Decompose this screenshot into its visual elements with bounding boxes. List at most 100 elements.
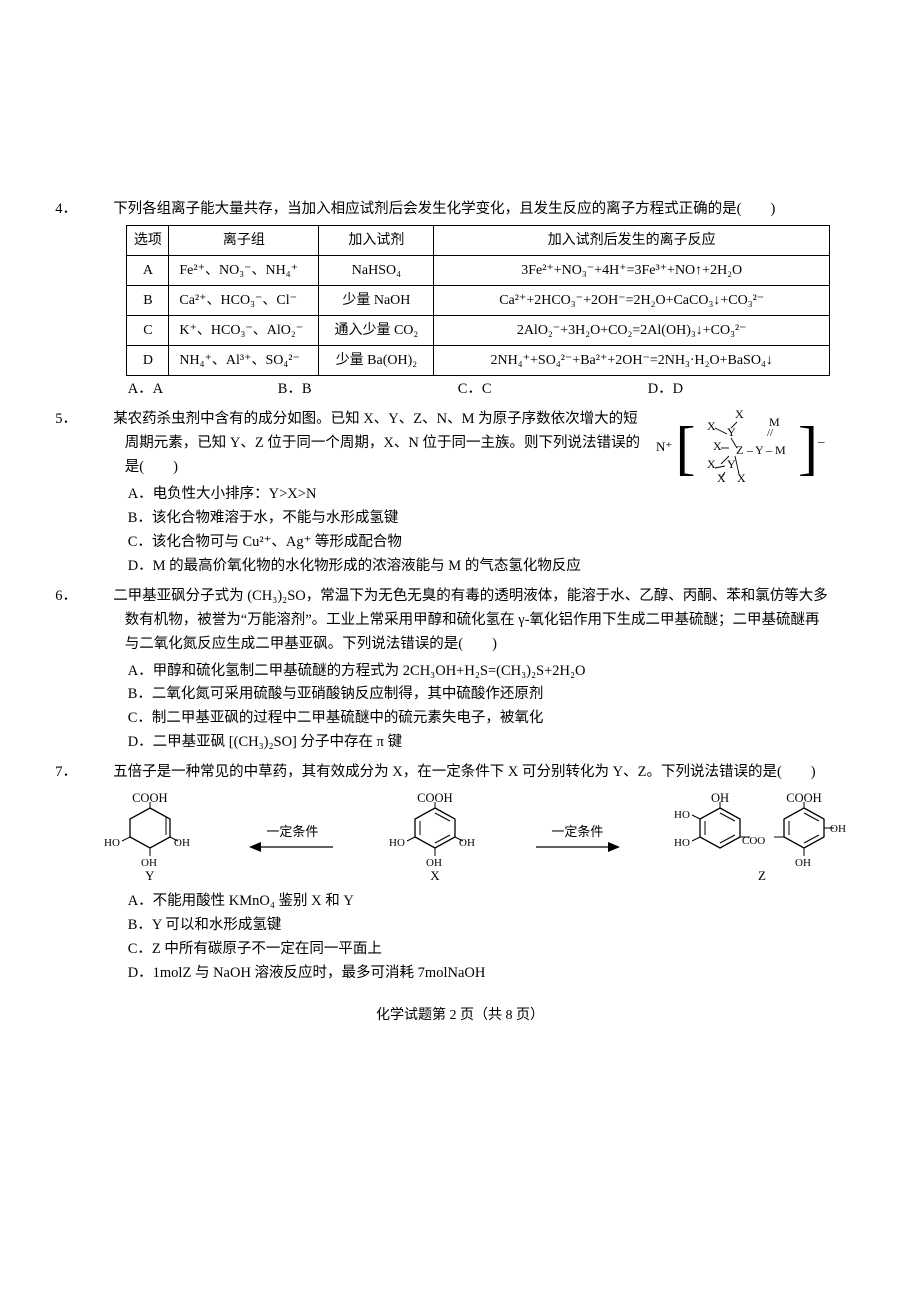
- cell-ions: Ca²⁺、HCO₃⁻、Cl⁻: [169, 286, 319, 316]
- fig-x: X: [713, 439, 722, 453]
- q4-table: 选项 离子组 加入试剂 加入试剂后发生的离子反应 A Fe²⁺、NO₃⁻、NH₄…: [126, 225, 830, 376]
- q4-text: 下列各组离子能大量共存，当加入相应试剂后会发生化学变化，且发生反应的离子方程式正…: [113, 201, 775, 217]
- q6-opt-c: C．制二甲基亚砜的过程中二甲基硫醚中的硫元素失电子，被氧化: [113, 707, 830, 731]
- q4-options: A．A B．B C．C D．D: [90, 378, 830, 402]
- question-4: 4．下列各组离子能大量共存，当加入相应试剂后会发生化学变化，且发生反应的离子方程…: [90, 198, 830, 402]
- table-row: C K⁺、HCO₃⁻、AlO₂⁻ 通入少量 CO₂ 2AlO₂⁻+3H₂O+CO…: [127, 316, 830, 346]
- label-z: Z: [694, 869, 830, 884]
- q7-opt-b: B．Y 可以和水形成氢键: [113, 914, 830, 938]
- q5-text: 某农药杀虫剂中含有的成分如图。已知 X、Y、Z、N、M 为原子序数依次增大的短周…: [113, 411, 640, 475]
- th-reagent: 加入试剂: [319, 225, 434, 255]
- q5-opt-d: D．M 的最高价氧化物的水化物形成的浓溶液能与 M 的气态氢化物反应: [113, 555, 830, 579]
- svg-text://: //: [767, 427, 774, 439]
- opt-b: B．B: [278, 378, 458, 402]
- hexagon-icon: HO OH OH: [411, 806, 459, 850]
- cell-eq: Ca²⁺+2HCO₃⁻+2OH⁻=2H₂O+CaCO₃↓+CO₃²⁻: [434, 286, 830, 316]
- q5-opt-c: C．该化合物可与 Cu²⁺、Ag⁺ 等形成配合物: [113, 531, 830, 555]
- fig-inner: X X Y M // X Z – Y – M X Y X X: [699, 408, 795, 488]
- svg-text:OH: OH: [795, 857, 811, 869]
- svg-text:HO: HO: [104, 837, 120, 849]
- svg-text:COO: COO: [742, 835, 765, 847]
- hexagon-icon: OH OH: [780, 806, 828, 850]
- question-6: 6．二甲基亚砜分子式为 (CH₃)₂SO，常温下为无色无臭的有毒的透明液体，能溶…: [90, 585, 830, 755]
- q4-number: 4．: [90, 198, 113, 222]
- molecule-z: OH HO HO COO: [694, 791, 830, 884]
- bracket-right-icon: ]: [798, 421, 818, 475]
- cell-ions: K⁺、HCO₃⁻、AlO₂⁻: [169, 316, 319, 346]
- hexagon-icon: HO HO COO: [696, 806, 744, 850]
- q6-opt-d: D．二甲基亚砜 [(CH₃)₂SO] 分子中存在 π 键: [113, 731, 830, 755]
- svg-text:OH: OH: [141, 857, 157, 869]
- opt-d: D．D: [648, 378, 768, 402]
- q7-text: 五倍子是一种常见的中草药，其有效成分为 X，在一定条件下 X 可分别转化为 Y、…: [113, 764, 815, 780]
- arrow-left-icon: [249, 840, 335, 854]
- fig-n-plus: N⁺: [656, 439, 672, 454]
- opt-c: C．C: [458, 378, 648, 402]
- cell-reagent: 少量 NaOH: [319, 286, 434, 316]
- svg-text:HO: HO: [389, 837, 405, 849]
- fig-x: X: [707, 419, 716, 433]
- q5-figure: N⁺ [ X X Y M // X Z – Y – M X Y X: [650, 408, 830, 488]
- q7-opt-c: C．Z 中所有碳原子不一定在同一平面上: [113, 938, 830, 962]
- label-y: Y: [124, 869, 176, 884]
- table-row: A Fe²⁺、NO₃⁻、NH₄⁺ NaHSO₄ 3Fe²⁺+NO₃⁻+4H⁺=3…: [127, 256, 830, 286]
- arrow-label: 一定条件: [551, 821, 603, 842]
- svg-text:OH: OH: [830, 823, 846, 835]
- page-footer: 化学试题第 2 页（共 8 页）: [90, 1004, 830, 1027]
- q6-stem: 6．二甲基亚砜分子式为 (CH₃)₂SO，常温下为无色无臭的有毒的透明液体，能溶…: [90, 585, 830, 657]
- svg-text:–: –: [765, 443, 773, 457]
- question-7: 7．五倍子是一种常见的中草药，其有效成分为 X，在一定条件下 X 可分别转化为 …: [90, 761, 830, 986]
- svg-text:HO: HO: [674, 809, 690, 821]
- th-eq: 加入试剂后发生的离子反应: [434, 225, 830, 255]
- question-5: N⁺ [ X X Y M // X Z – Y – M X Y X: [90, 408, 830, 578]
- table-row: B Ca²⁺、HCO₃⁻、Cl⁻ 少量 NaOH Ca²⁺+2HCO₃⁻+2OH…: [127, 286, 830, 316]
- th-opt: 选项: [127, 225, 169, 255]
- arrow-right: 一定条件: [534, 821, 620, 854]
- cell-eq: 2AlO₂⁻+3H₂O+CO₂=2Al(OH)₃↓+CO₃²⁻: [434, 316, 830, 346]
- label-x: X: [409, 869, 461, 884]
- fig-z: Z: [736, 443, 743, 457]
- th-ions: 离子组: [169, 225, 319, 255]
- hexagon-icon: HO OH OH: [126, 806, 174, 850]
- fig-y: Y: [727, 457, 736, 471]
- fig-x: X: [735, 408, 744, 421]
- q7-diagram: COOH HO OH OH Y 一定条件: [90, 791, 830, 884]
- q6-opt-a: A．甲醇和硫化氢制二甲基硫醚的方程式为 2CH₃OH+H₂S=(CH₃)₂S+2…: [113, 660, 830, 684]
- molecule-y: COOH HO OH OH Y: [124, 791, 176, 884]
- q5-opt-b: B．该化合物难溶于水，不能与水形成氢键: [113, 507, 830, 531]
- q7-opt-a: A．不能用酸性 KMnO₄ 鉴别 X 和 Y: [113, 890, 830, 914]
- cell-opt: A: [127, 256, 169, 286]
- cell-ions: NH₄⁺、Al³⁺、SO₄²⁻: [169, 346, 319, 376]
- fig-m: M: [775, 443, 786, 457]
- molecule-svg-icon: X X Y M // X Z – Y – M X Y X X: [699, 408, 795, 484]
- cell-reagent: NaHSO₄: [319, 256, 434, 286]
- cell-opt: B: [127, 286, 169, 316]
- cell-reagent: 少量 Ba(OH)₂: [319, 346, 434, 376]
- cell-reagent: 通入少量 CO₂: [319, 316, 434, 346]
- opt-a: A．A: [128, 378, 278, 402]
- bracket-left-icon: [: [676, 421, 696, 475]
- svg-text:HO: HO: [674, 837, 690, 849]
- q6-number: 6．: [90, 585, 113, 609]
- arrow-left: 一定条件: [249, 821, 335, 854]
- q6-text: 二甲基亚砜分子式为 (CH₃)₂SO，常温下为无色无臭的有毒的透明液体，能溶于水…: [113, 588, 828, 652]
- q5-number: 5．: [90, 408, 113, 432]
- fig-y: Y: [755, 443, 764, 457]
- svg-text:OH: OH: [459, 837, 475, 849]
- cell-eq: 2NH₄⁺+SO₄²⁻+Ba²⁺+2OH⁻=2NH₃·H₂O+BaSO₄↓: [434, 346, 830, 376]
- arrow-right-icon: [534, 840, 620, 854]
- arrow-label: 一定条件: [266, 821, 318, 842]
- table-row: D NH₄⁺、Al³⁺、SO₄²⁻ 少量 Ba(OH)₂ 2NH₄⁺+SO₄²⁻…: [127, 346, 830, 376]
- cell-opt: C: [127, 316, 169, 346]
- fig-x: X: [707, 457, 716, 471]
- molecule-x: COOH HO OH OH X: [409, 791, 461, 884]
- q7-opt-d: D．1molZ 与 NaOH 溶液反应时，最多可消耗 7molNaOH: [113, 962, 830, 986]
- svg-text:OH: OH: [174, 837, 190, 849]
- cell-eq: 3Fe²⁺+NO₃⁻+4H⁺=3Fe³⁺+NO↑+2H₂O: [434, 256, 830, 286]
- svg-text:–: –: [746, 443, 754, 457]
- cell-ions: Fe²⁺、NO₃⁻、NH₄⁺: [169, 256, 319, 286]
- svg-text:OH: OH: [426, 857, 442, 869]
- q7-number: 7．: [90, 761, 113, 785]
- table-header-row: 选项 离子组 加入试剂 加入试剂后发生的离子反应: [127, 225, 830, 255]
- q7-stem: 7．五倍子是一种常见的中草药，其有效成分为 X，在一定条件下 X 可分别转化为 …: [90, 761, 830, 785]
